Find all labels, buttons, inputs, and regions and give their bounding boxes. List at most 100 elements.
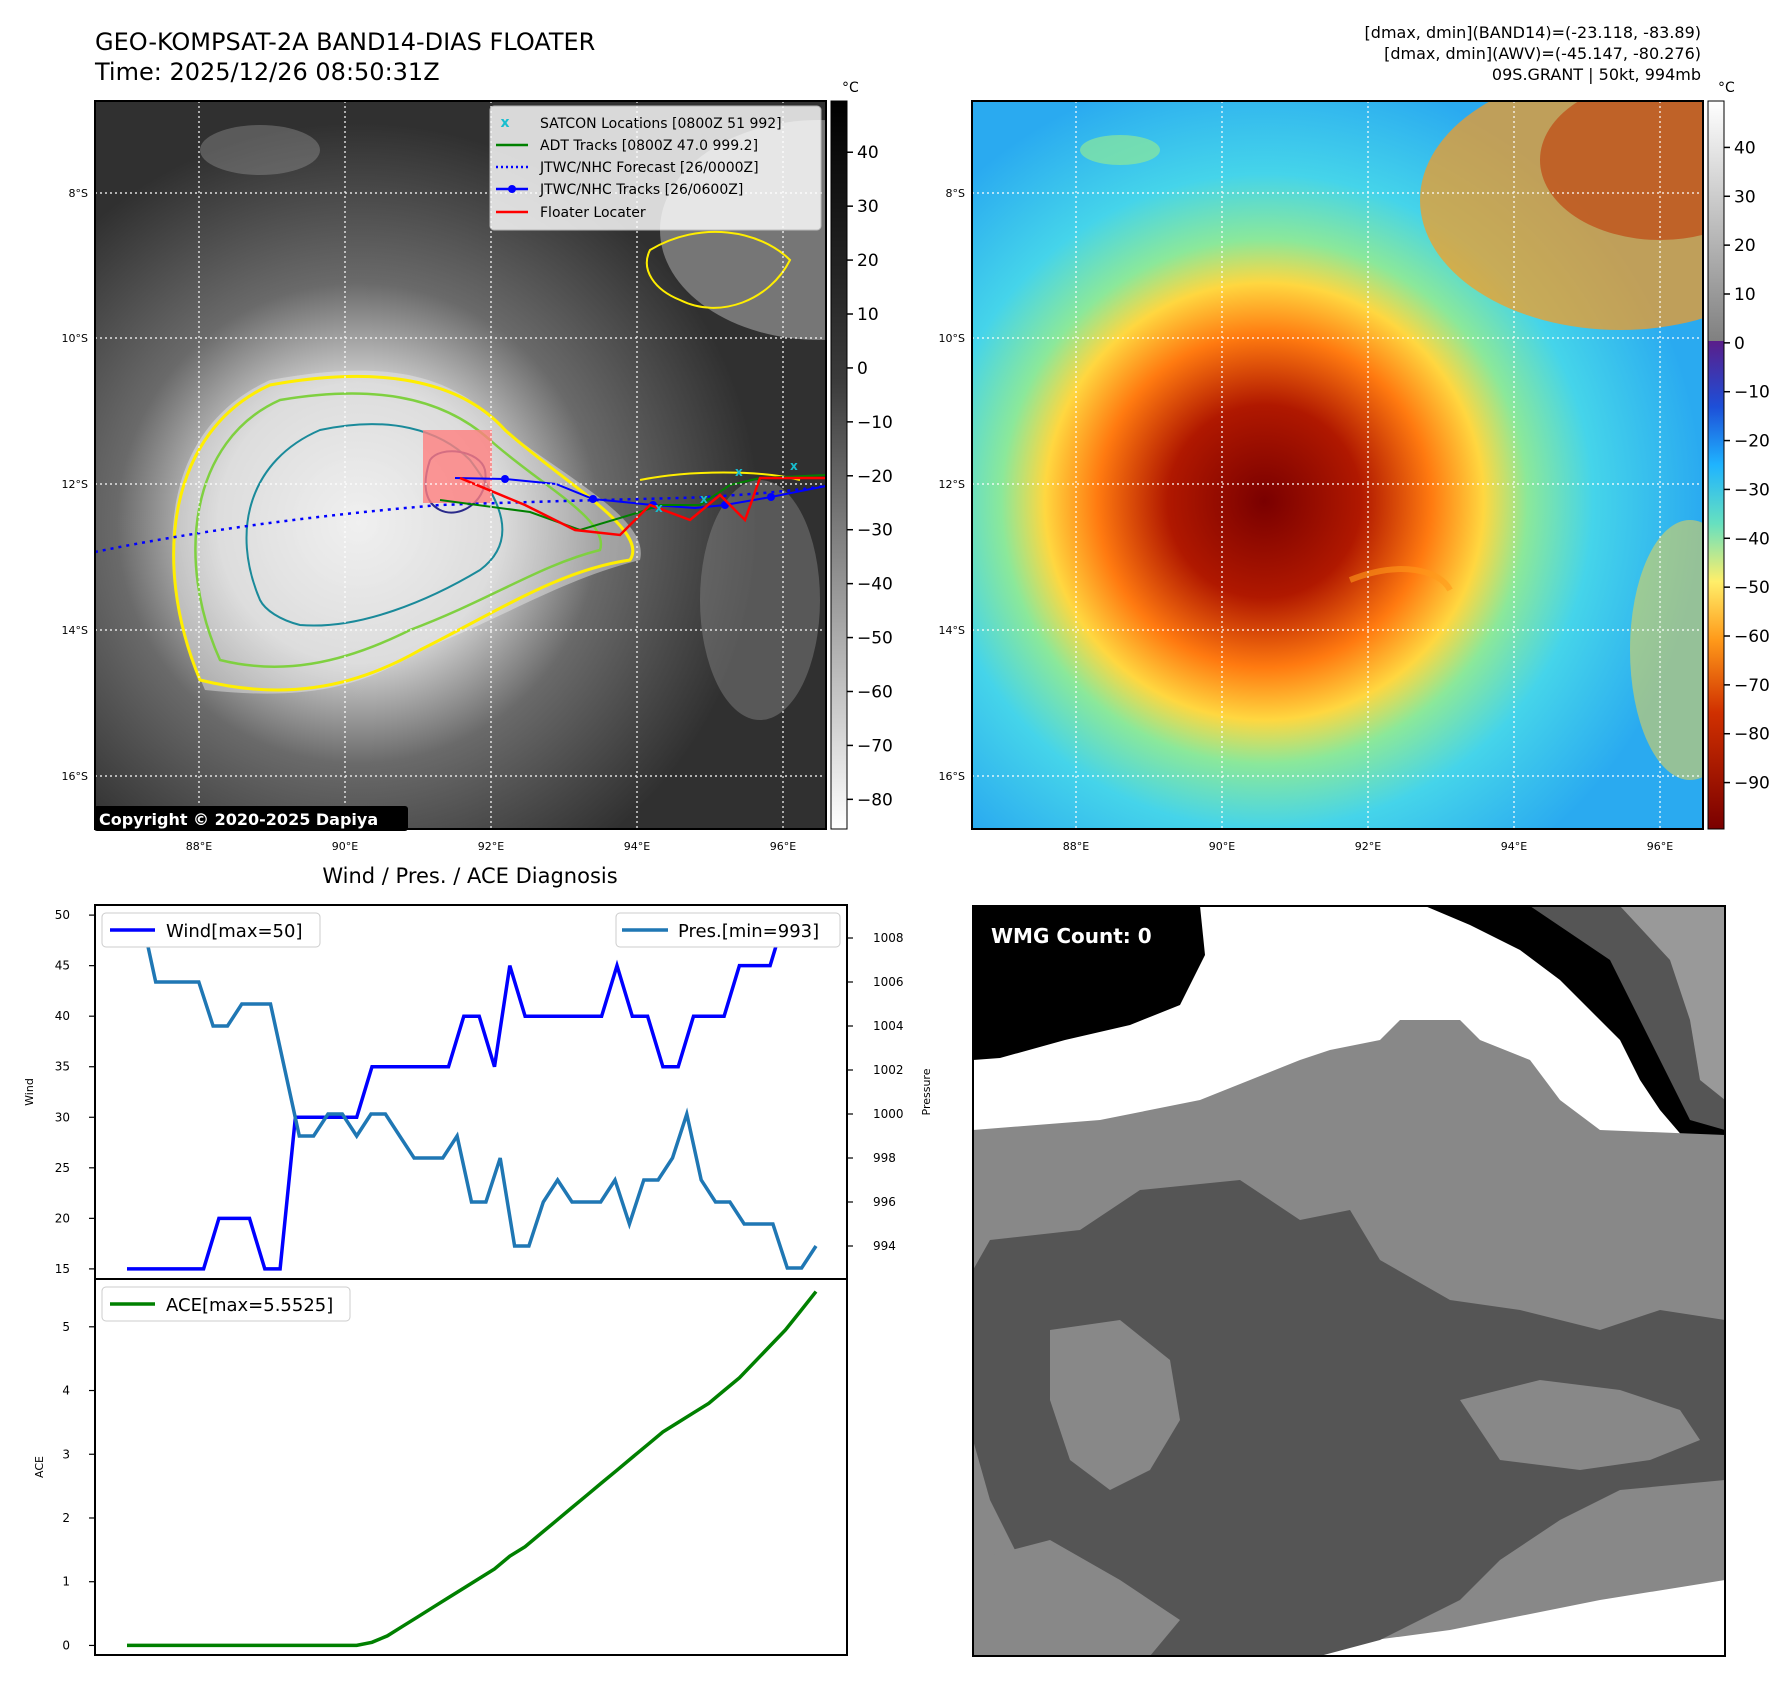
pressure-tick-label: 996 <box>873 1195 896 1209</box>
pressure-tick-label: 998 <box>873 1151 896 1165</box>
wind-tick-label: 40 <box>55 1009 70 1023</box>
wind-pressure-chart: 15 20 25 30 35 40 45 50 994 996 998 1000 1002 1004 10… <box>23 904 933 1280</box>
ace-tick-label: 1 <box>62 1575 70 1589</box>
pressure-axis-label: Pressure <box>920 1068 933 1115</box>
svg-text:92°E: 92°E <box>478 840 504 853</box>
svg-text:8°S: 8°S <box>69 187 88 200</box>
color-colorbar-tick-label: −10 <box>1734 383 1770 403</box>
color-colorbar: °C 40 30 20 10 0 −10 −20 −30 −40 −50 −60 −70 −80 −90 <box>1707 80 1770 830</box>
gray-colorbar-tick-label: −10 <box>857 413 893 433</box>
svg-text:90°E: 90°E <box>332 840 358 853</box>
diagnosis-title: Wind / Pres. / ACE Diagnosis <box>322 864 617 888</box>
svg-text:Pres.[min=993]: Pres.[min=993] <box>678 921 819 942</box>
figure-time: Time: 2025/12/26 08:50:31Z <box>94 58 440 86</box>
ace-tick-label: 0 <box>62 1638 70 1652</box>
storm-info: 09S.GRANT | 50kt, 994mb <box>1492 65 1701 84</box>
pressure-legend: Pres.[min=993] <box>615 912 841 948</box>
svg-text:94°E: 94°E <box>624 840 650 853</box>
svg-text:16°S: 16°S <box>939 770 965 783</box>
legend-floater: Floater Locater <box>496 205 646 221</box>
pressure-tick-label: 1000 <box>873 1107 904 1121</box>
svg-text:x: x <box>790 459 798 473</box>
color-colorbar-tick-label: −60 <box>1734 627 1770 647</box>
svg-text:ACE[max=5.5525]: ACE[max=5.5525] <box>166 1295 333 1316</box>
svg-text:10°S: 10°S <box>939 332 965 345</box>
color-colorbar-tick-label: 40 <box>1734 138 1756 158</box>
color-colorbar-tick-label: −70 <box>1734 676 1770 696</box>
color-ir-map <box>971 100 1704 830</box>
map-legend: x SATCON Locations [0800Z 51 992] ADT Tr… <box>489 105 822 231</box>
pressure-tick-label: 1006 <box>873 975 904 989</box>
wind-y-axis: 15 20 25 30 35 40 45 50 <box>55 908 95 1276</box>
svg-text:ADT Tracks [0800Z 47.0 999.2]: ADT Tracks [0800Z 47.0 999.2] <box>540 138 758 154</box>
pressure-tick-label: 1008 <box>873 931 904 945</box>
svg-text:WMG Count: 0: WMG Count: 0 <box>991 924 1152 948</box>
svg-text:94°E: 94°E <box>1501 840 1527 853</box>
satcon-marker-icon: x <box>500 115 509 131</box>
color-colorbar-tick-label: 30 <box>1734 187 1756 207</box>
svg-text:Copyright © 2020-2025 Dapiya: Copyright © 2020-2025 Dapiya <box>99 810 378 829</box>
svg-text:10°S: 10°S <box>62 332 88 345</box>
svg-text:x: x <box>655 501 663 515</box>
pressure-tick-label: 1004 <box>873 1019 904 1033</box>
wind-tick-label: 15 <box>55 1262 70 1276</box>
color-colorbar-tick-label: −50 <box>1734 578 1770 598</box>
legend-jtwc-tracks: JTWC/NHC Tracks [26/0600Z] <box>496 182 743 198</box>
figure-title: GEO-KOMPSAT-2A BAND14-DIAS FLOATER <box>95 28 595 56</box>
svg-text:JTWC/NHC Tracks [26/0600Z]: JTWC/NHC Tracks [26/0600Z] <box>539 182 743 198</box>
svg-text:°C: °C <box>1718 80 1735 96</box>
color-colorbar-tick-label: 10 <box>1734 285 1756 305</box>
color-colorbar-tick-label: −90 <box>1734 774 1770 794</box>
svg-text:90°E: 90°E <box>1209 840 1235 853</box>
wmg-count-label: WMG Count: 0 <box>983 918 1165 950</box>
svg-text:12°S: 12°S <box>939 478 965 491</box>
color-colorbar-tick-label: 20 <box>1734 236 1756 256</box>
ace-tick-label: 3 <box>62 1447 70 1461</box>
svg-text:88°E: 88°E <box>1063 840 1089 853</box>
gray-colorbar-tick-label: 20 <box>857 251 879 271</box>
svg-text:96°E: 96°E <box>1647 840 1673 853</box>
svg-text:SATCON Locations [0800Z 51 992: SATCON Locations [0800Z 51 992] <box>540 116 782 132</box>
gray-colorbar-tick-label: −30 <box>857 521 893 541</box>
color-colorbar-tick-label: −40 <box>1734 529 1770 549</box>
gray-colorbar-tick-label: 40 <box>857 143 879 163</box>
gray-colorbar-tick-label: −60 <box>857 682 893 702</box>
gray-colorbar-tick-label: 30 <box>857 197 879 217</box>
pressure-y-axis: 994 996 998 1000 1002 1004 1006 1008 <box>847 931 904 1253</box>
gray-colorbar-tick-label: 0 <box>857 359 868 379</box>
color-colorbar-tick-label: −80 <box>1734 725 1770 745</box>
ace-y-axis: 0 1 2 3 4 5 <box>62 1320 95 1652</box>
svg-text:x: x <box>700 492 708 506</box>
color-colorbar-tick-label: −30 <box>1734 480 1770 500</box>
wind-tick-label: 25 <box>55 1161 70 1175</box>
pressure-tick-label: 994 <box>873 1239 896 1253</box>
pressure-tick-label: 1002 <box>873 1063 904 1077</box>
gray-colorbar-tick-label: −50 <box>857 629 893 649</box>
wind-axis-label: Wind <box>23 1078 36 1106</box>
wmg-panel: WMG Count: 0 <box>972 905 1726 1657</box>
ace-axis-label: ACE <box>33 1456 46 1478</box>
legend-jtwc-forecast: JTWC/NHC Forecast [26/0000Z] <box>496 160 759 176</box>
pressure-series-line <box>127 914 818 1270</box>
wind-legend: Wind[max=50] <box>101 912 321 948</box>
legend-adt: ADT Tracks [0800Z 47.0 999.2] <box>496 138 758 154</box>
svg-text:12°S: 12°S <box>62 478 88 491</box>
ace-legend: ACE[max=5.5525] <box>101 1286 351 1322</box>
left-map-lon-labels: 88°E 90°E 92°E 94°E 96°E <box>186 840 796 853</box>
gray-colorbar-tick-label: −70 <box>857 736 893 756</box>
svg-text:88°E: 88°E <box>186 840 212 853</box>
legend-satcon: x SATCON Locations [0800Z 51 992] <box>500 115 781 132</box>
band14-stats: [dmax, dmin](BAND14)=(-23.118, -83.89) <box>1365 23 1701 42</box>
gray-colorbar-tick-label: −40 <box>857 575 893 595</box>
left-map-lat-labels: 8°S 10°S 12°S 14°S 16°S <box>62 187 88 783</box>
gray-colorbar-tick-label: −20 <box>857 467 893 487</box>
wind-tick-label: 35 <box>55 1060 70 1074</box>
svg-text:Wind[max=50]: Wind[max=50] <box>166 921 303 942</box>
svg-text:14°S: 14°S <box>62 624 88 637</box>
svg-text:14°S: 14°S <box>939 624 965 637</box>
wind-tick-label: 50 <box>55 908 70 922</box>
gray-colorbar-tick-label: −80 <box>857 790 893 810</box>
awv-stats: [dmax, dmin](AWV)=(-45.147, -80.276) <box>1384 44 1701 63</box>
svg-text:16°S: 16°S <box>62 770 88 783</box>
